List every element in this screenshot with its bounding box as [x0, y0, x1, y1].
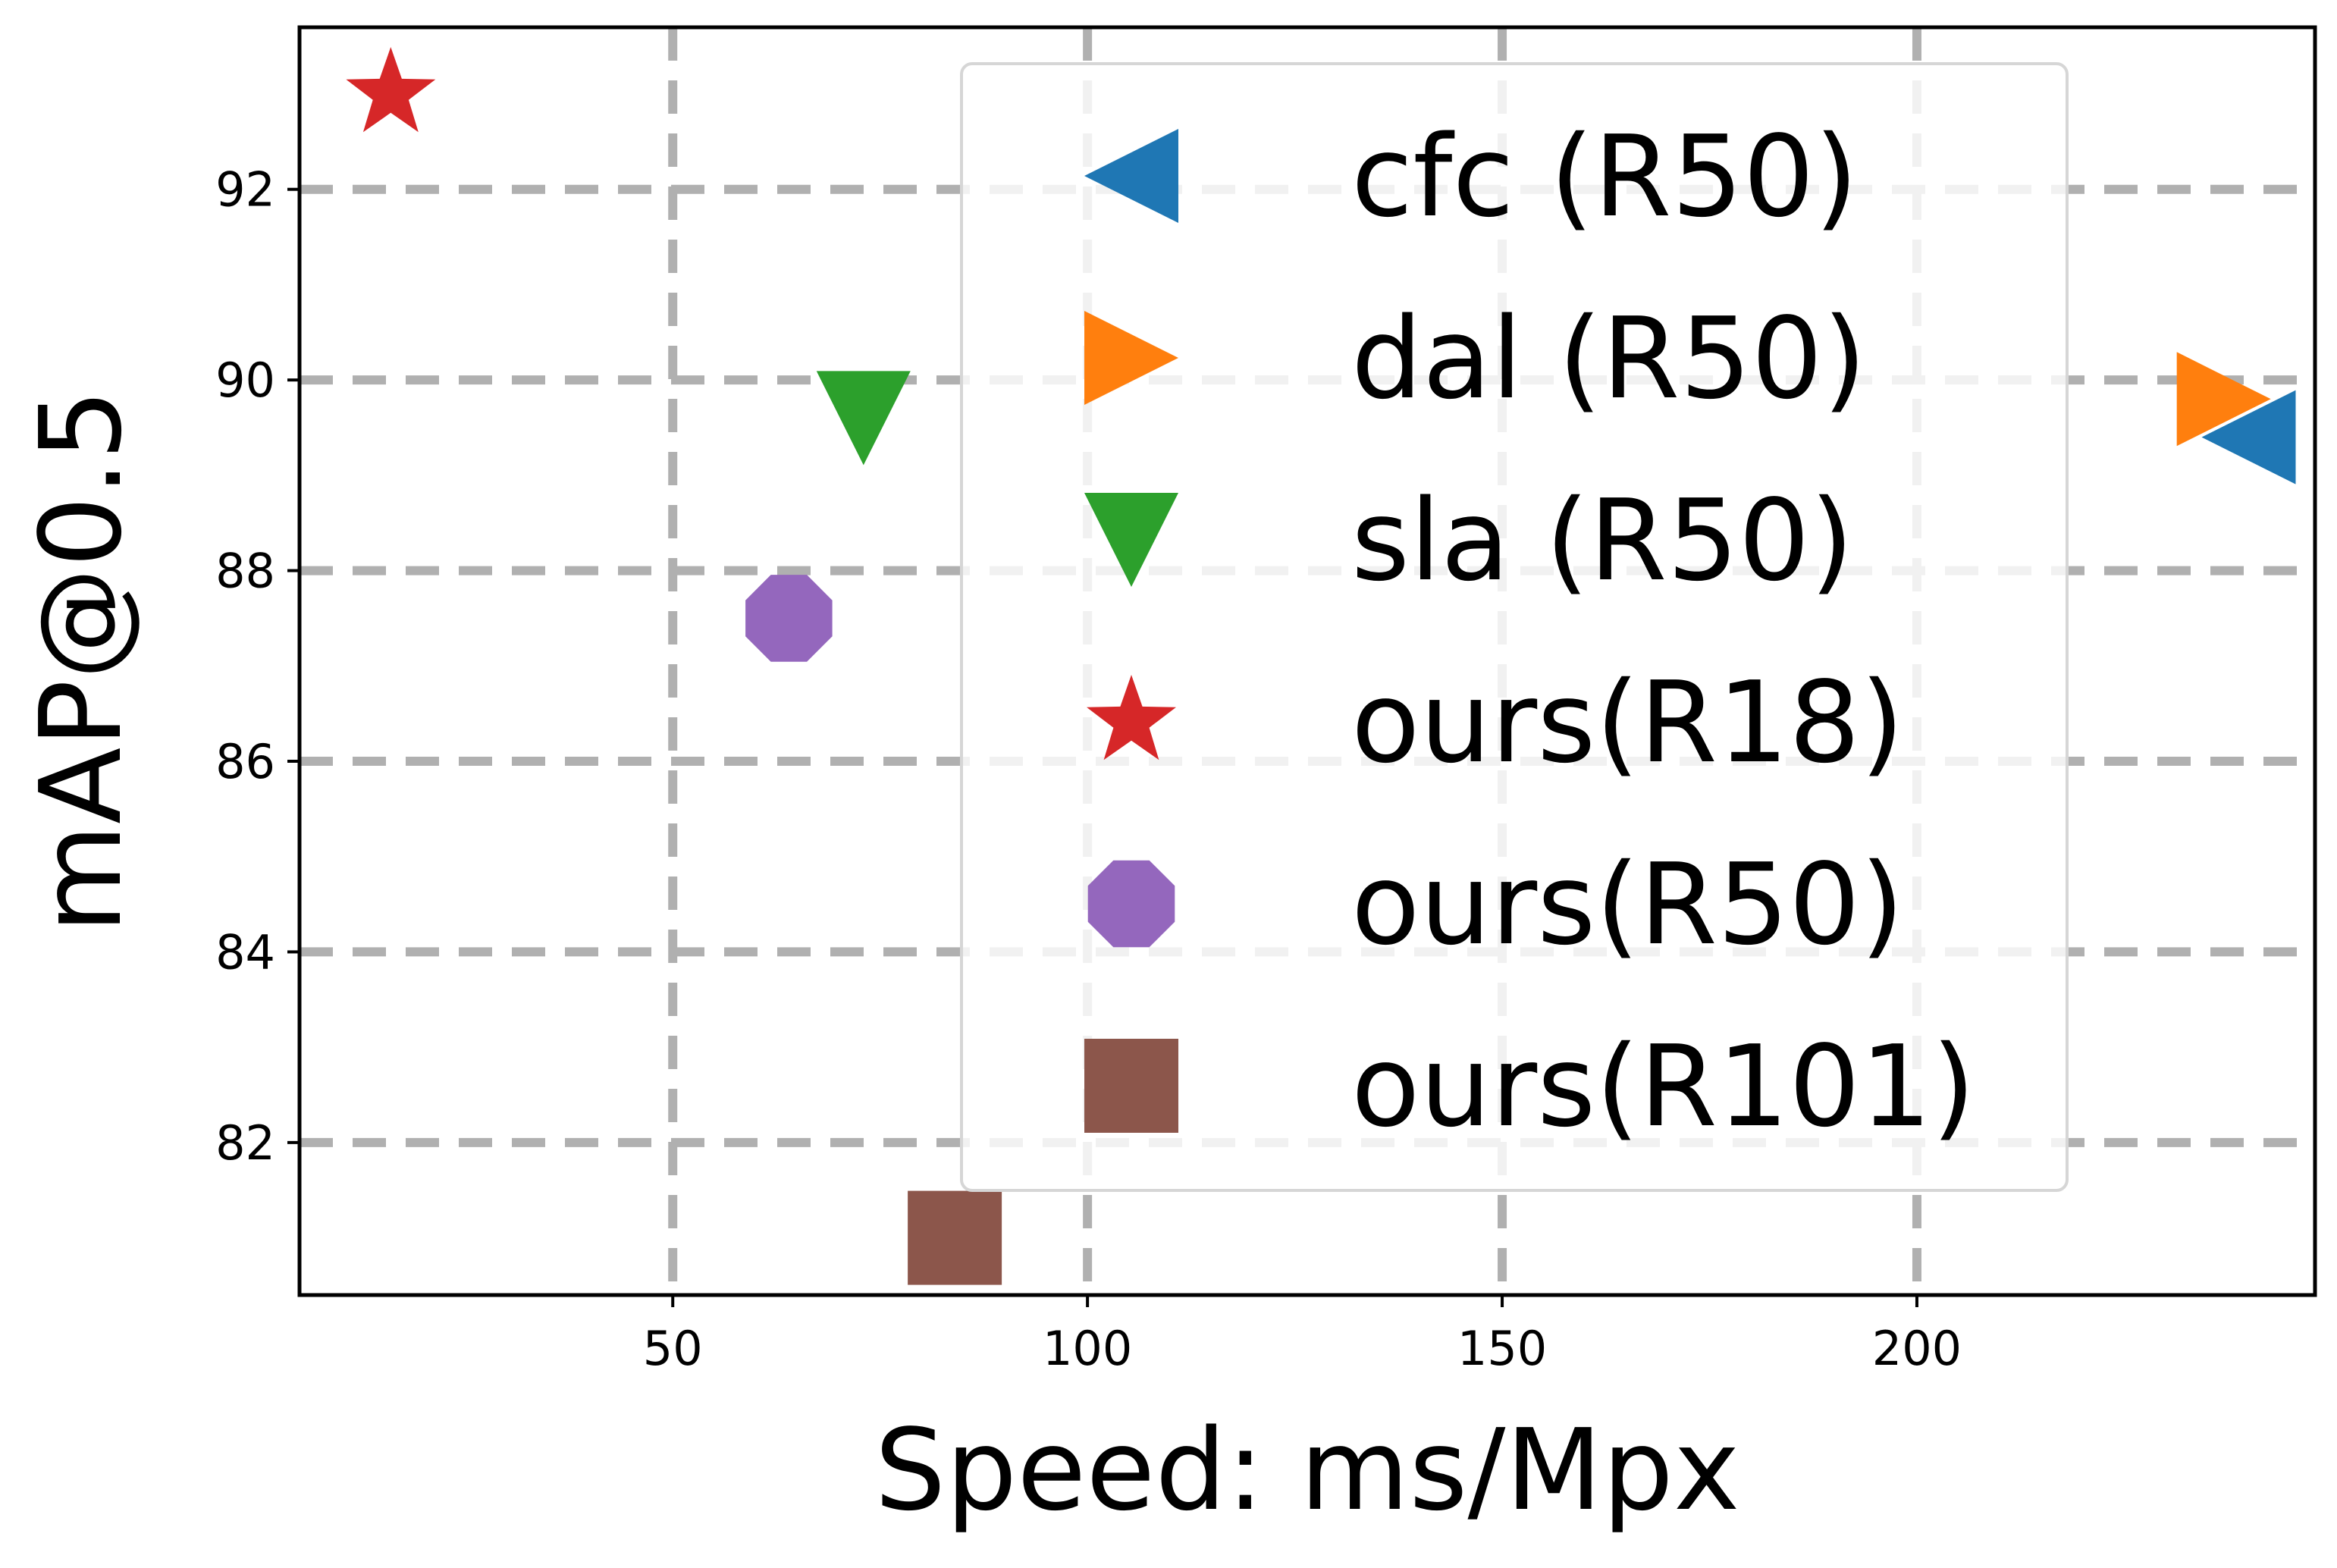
legend-label: ours(R18): [1351, 657, 1904, 788]
axis-ticks: 50 100 150 200 82 84 86 88 90 92: [215, 162, 1962, 1376]
y-tick-label: 82: [215, 1115, 275, 1171]
legend-label: cfc (R50): [1351, 111, 1859, 242]
y-axis-label: mAP@0.5: [16, 389, 146, 933]
data-point: [346, 47, 436, 133]
data-point: [745, 575, 833, 662]
legend-label: dal (R50): [1351, 293, 1866, 424]
legend-label: sla (R50): [1351, 475, 1854, 606]
y-tick-label: 86: [215, 734, 275, 789]
x-tick-label: 150: [1457, 1321, 1547, 1376]
data-point: [2176, 352, 2271, 447]
data-point: [816, 371, 911, 466]
data-markers: [346, 47, 2296, 1285]
plot-frame: [297, 25, 2317, 1297]
legend-box: [960, 62, 2069, 1192]
x-axis-label: Speed: ms/Mpx: [874, 1405, 1739, 1535]
legend-marker: [1084, 129, 1178, 223]
legend-marker: [1087, 860, 1175, 948]
legend-marker: [1087, 675, 1176, 760]
legend-marker: [1084, 493, 1178, 587]
legend-label: ours(R50): [1351, 839, 1904, 970]
legend: cfc (R50) dal (R50) sla (R50) ours(R18) ours…: [960, 62, 2069, 1192]
x-tick-label: 50: [643, 1321, 703, 1376]
x-tick-label: 200: [1872, 1321, 1962, 1376]
x-tick-label: 100: [1043, 1321, 1132, 1376]
legend-marker: [1084, 1039, 1178, 1133]
y-tick-label: 92: [215, 162, 275, 218]
data-point: [908, 1190, 1002, 1285]
y-tick-label: 90: [215, 353, 275, 408]
legend-marker: [1084, 311, 1178, 405]
grid: [300, 27, 2315, 1295]
legend-label: ours(R101): [1351, 1021, 1975, 1152]
y-tick-label: 88: [215, 544, 275, 599]
y-tick-label: 84: [215, 924, 275, 980]
data-point: [2201, 390, 2296, 485]
